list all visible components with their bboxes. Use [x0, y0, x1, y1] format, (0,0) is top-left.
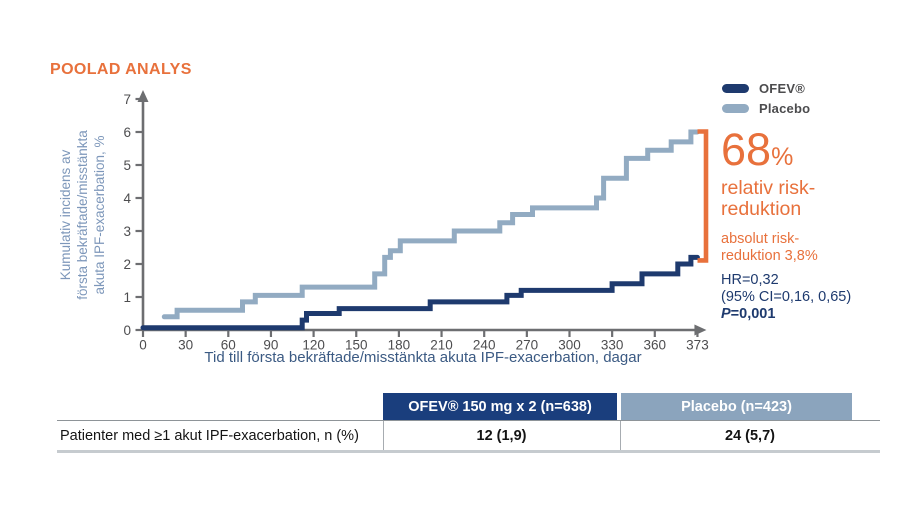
column-divider [620, 421, 621, 450]
legend-item-placebo: Placebo [722, 98, 810, 118]
svg-text:270: 270 [516, 338, 539, 353]
legend-label-ofev: OFEV® [759, 80, 805, 96]
table-cell-ofev-value: 12 (1,9) [476, 427, 527, 444]
svg-text:210: 210 [430, 338, 453, 353]
chart-legend: OFEV® Placebo [722, 78, 810, 118]
relative-risk-reduction-label: relativ risk- reduktion [721, 177, 897, 221]
table-header-placebo: Placebo (n=423) [621, 393, 852, 420]
x-axis-title: Tid till första bekräftade/misstänkta ak… [204, 349, 642, 366]
svg-text:6: 6 [123, 125, 131, 140]
rel-label-line: reduktion [721, 198, 802, 221]
svg-text:3: 3 [123, 224, 131, 239]
svg-text:0: 0 [139, 338, 147, 353]
y-axis-title-line: akuta IPF-exacerbation, % [91, 135, 107, 295]
y-axis: 0 1 2 3 4 5 6 7 [123, 90, 149, 338]
risk-reduction-annotation: 68% relativ risk- reduktion absolut risk… [721, 127, 897, 324]
svg-text:330: 330 [601, 338, 624, 353]
y-axis-title-line: Kumulativ incidens av [58, 149, 73, 281]
abs-label-line: absolut risk- [721, 230, 800, 247]
hazard-ratio: HR=0,32 [721, 272, 779, 289]
abs-label-line: reduktion 3,8% [721, 247, 818, 264]
p-symbol: P [721, 306, 731, 323]
column-divider [383, 421, 384, 450]
page-title: POOLAD ANALYS [50, 61, 192, 78]
svg-text:0: 0 [123, 323, 131, 338]
risk-reduction-bracket [697, 129, 709, 263]
x-axis: 0 30 60 90 120 150 180 210 240 270 300 330 360 373 [139, 324, 709, 353]
big-percent-number: 68 [721, 124, 772, 175]
svg-text:90: 90 [263, 338, 278, 353]
confidence-interval: (95% CI=0,16, 0,65) [721, 289, 852, 306]
svg-text:240: 240 [473, 338, 496, 353]
table-header-ofev: OFEV® 150 mg x 2 (n=638) [383, 393, 617, 420]
svg-text:120: 120 [302, 338, 325, 353]
svg-text:60: 60 [221, 338, 236, 353]
legend-label-placebo: Placebo [759, 100, 811, 116]
svg-text:300: 300 [558, 338, 581, 353]
svg-text:30: 30 [178, 338, 193, 353]
y-axis-title-line: första bekräftade/misstänkta [74, 130, 90, 300]
table-row: Patienter med ≥1 akut IPF-exacerbation, … [57, 420, 880, 453]
svg-text:7: 7 [123, 92, 131, 107]
absolute-risk-reduction-label: absolut risk- reduktion 3,8% [721, 231, 897, 264]
hazard-ratio-block: HR=0,32 (95% CI=0,16, 0,65) P=0,001 [721, 272, 897, 323]
svg-text:373: 373 [686, 338, 709, 353]
svg-text:180: 180 [388, 338, 411, 353]
percent-sign: % [771, 143, 794, 171]
svg-text:150: 150 [345, 338, 368, 353]
table-cell-placebo-value: 24 (5,7) [725, 427, 775, 444]
p-value: P=0,001 [721, 306, 897, 323]
relative-risk-reduction-value: 68% [721, 127, 897, 172]
svg-text:5: 5 [123, 158, 131, 173]
placebo-line-swatch-icon [722, 103, 749, 113]
series-ofev-line [140, 254, 700, 331]
series-placebo-line [161, 129, 700, 320]
p-number: =0,001 [730, 306, 776, 323]
svg-text:360: 360 [644, 338, 667, 353]
ofev-line-swatch-icon [722, 83, 749, 93]
table-row-label: Patienter med ≥1 akut IPF-exacerbation, … [60, 427, 359, 444]
svg-text:1: 1 [123, 290, 131, 305]
svg-text:2: 2 [123, 257, 131, 272]
svg-text:4: 4 [123, 191, 131, 206]
y-axis-title: Kumulativ incidens av första bekräftade/… [58, 83, 110, 347]
rel-label-line: relativ risk- [721, 177, 816, 199]
legend-item-ofev: OFEV® [722, 78, 810, 98]
